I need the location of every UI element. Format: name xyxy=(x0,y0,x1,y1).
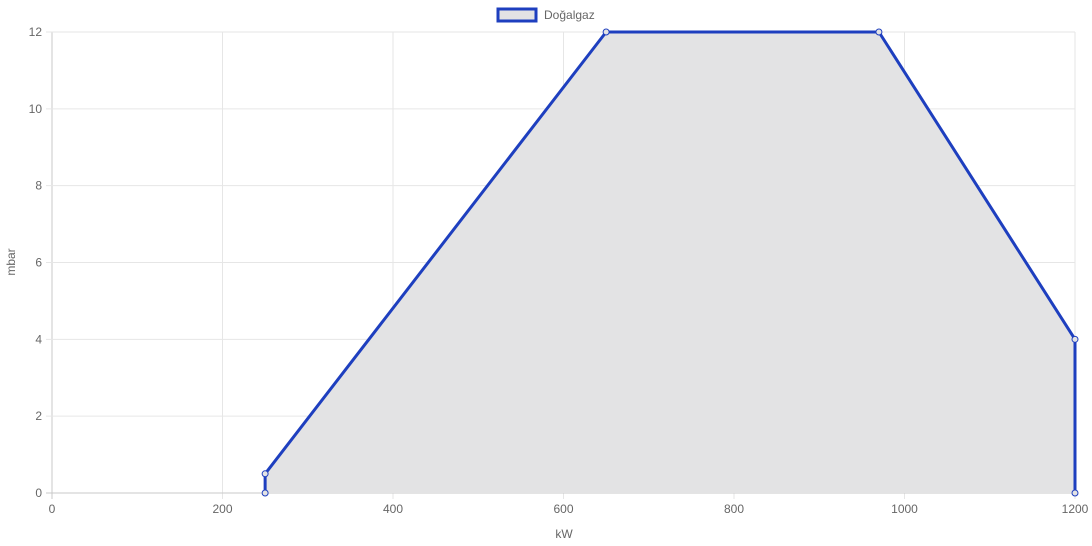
y-tick-label: 10 xyxy=(29,102,43,116)
y-tick-label: 2 xyxy=(35,409,42,423)
x-axis-title: kW xyxy=(555,527,573,541)
data-point xyxy=(1071,489,1079,497)
y-tick-label: 0 xyxy=(35,486,42,500)
y-tick-label: 4 xyxy=(35,332,42,346)
data-point xyxy=(602,28,610,36)
x-tick-label: 800 xyxy=(724,502,744,516)
data-point xyxy=(1071,335,1079,343)
y-tick-label: 12 xyxy=(29,25,43,39)
legend[interactable]: Doğalgaz xyxy=(496,7,595,23)
legend-swatch[interactable] xyxy=(496,7,538,23)
series-area-layer xyxy=(265,32,1075,493)
x-tick-label: 0 xyxy=(49,502,56,516)
x-tick-label: 1000 xyxy=(891,502,918,516)
y-tick-label: 8 xyxy=(35,179,42,193)
x-tick-label: 1200 xyxy=(1062,502,1089,516)
x-tick-label: 600 xyxy=(553,502,573,516)
data-point xyxy=(261,470,269,478)
x-tick-label: 200 xyxy=(212,502,232,516)
data-point xyxy=(261,489,269,497)
data-point xyxy=(875,28,883,36)
x-tick-label: 400 xyxy=(383,502,403,516)
series-area xyxy=(265,32,1075,493)
axes: 0 200 400 600 800 1000 1200 0 2 4 6 8 10 12 xyxy=(29,25,1089,516)
y-tick-label: 6 xyxy=(35,256,42,270)
y-axis-title: mbar xyxy=(4,248,18,275)
legend-label[interactable]: Doğalgaz xyxy=(544,8,595,22)
series-points-layer xyxy=(261,28,1079,497)
